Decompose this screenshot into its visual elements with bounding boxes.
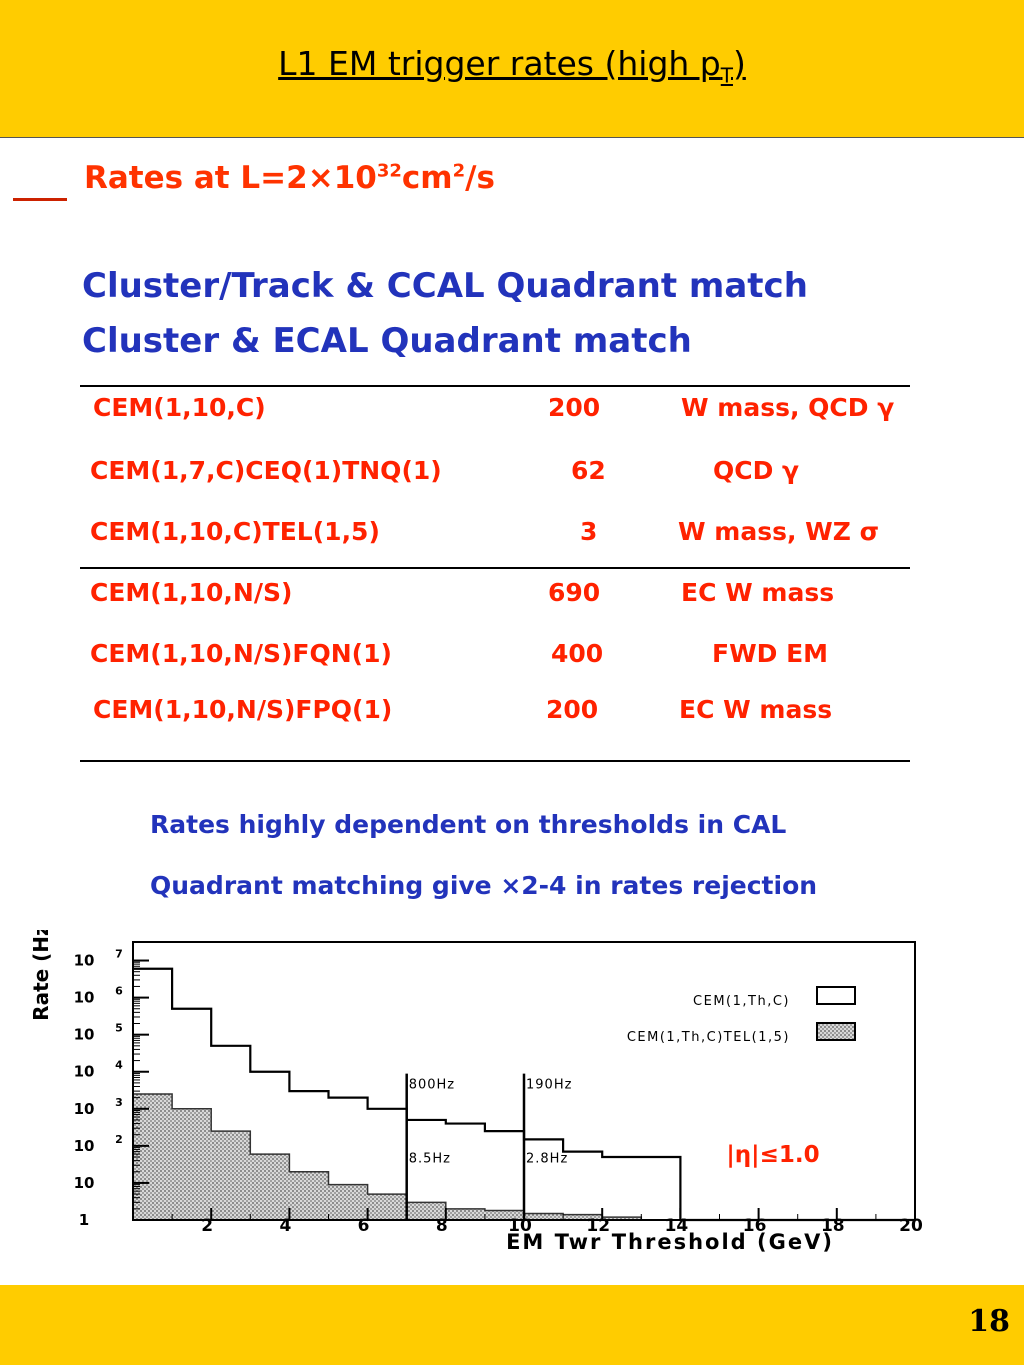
y-tick-exponent: 2 (115, 1133, 123, 1146)
table-mid-rule (80, 567, 910, 569)
y-tick-exponent: 3 (115, 1096, 123, 1109)
rate-vs-threshold-chart: 800Hz 8.5Hz 190Hz 2.8Hz 1 10 10 2 10 3 10 4 10 5 10 6 1… (29, 930, 923, 1254)
trigger-name: CEM(1,10,N/S)FPQ(1) (93, 695, 393, 724)
x-tick-label: 12 (586, 1216, 610, 1236)
y-tick-label: 10 (74, 989, 95, 1007)
rates-heading: Rates at L=2×1032cm2/s (84, 160, 495, 196)
trigger-rate: 200 (546, 695, 599, 724)
trigger-use: QCD γ (713, 456, 800, 485)
threshold-label-high: 190Hz (526, 1077, 572, 1092)
x-tick-label: 2 (201, 1216, 213, 1236)
legend-swatch-hatched (816, 1022, 856, 1041)
legend-label-hatched: CEM(1,Th,C)TEL(1,5) (627, 1030, 790, 1045)
y-tick-exponent: 7 (115, 948, 123, 961)
trigger-use: EC W mass (681, 578, 835, 607)
legend-swatch-open (816, 986, 856, 1005)
note-quadrant: Quadrant matching give ×2-4 in rates rej… (150, 871, 818, 900)
match-line-2: Cluster & ECAL Quadrant match (82, 321, 692, 361)
x-tick-label: 14 (665, 1216, 689, 1236)
y-tick-label: 10 (74, 1137, 95, 1155)
hatched-bar (328, 1184, 368, 1220)
x-tick-label: 18 (821, 1216, 845, 1236)
hatched-bar (211, 1131, 251, 1220)
page-title: L1 EM trigger rates (high pT) (278, 44, 746, 88)
trigger-name: CEM(1,10,N/S)FQN(1) (90, 639, 392, 668)
trigger-use: FWD EM (712, 639, 829, 668)
trigger-use: EC W mass (679, 695, 833, 724)
hatched-bar (406, 1202, 446, 1220)
legend-label-open: CEM(1,Th,C) (693, 994, 790, 1009)
threshold-label-low: 2.8Hz (526, 1152, 568, 1167)
trigger-name: CEM(1,7,C)CEQ(1)TNQ(1) (90, 456, 442, 485)
header-bar: L1 EM trigger rates (high pT) (0, 0, 1024, 138)
table-top-rule (80, 385, 910, 387)
y-tick-label: 10 (74, 1026, 95, 1044)
page-number: 18 (968, 1304, 1010, 1339)
hatched-bar (367, 1194, 407, 1220)
trigger-name: CEM(1,10,C) (93, 393, 266, 422)
x-axis-label: EM Twr Threshold (GeV) (506, 1230, 834, 1254)
eta-annotation: |η|≤1.0 (726, 1142, 819, 1168)
threshold-label-high: 800Hz (409, 1077, 455, 1092)
trigger-use: W mass, WZ σ (678, 517, 880, 546)
y-tick-exponent: 5 (115, 1022, 123, 1035)
x-tick-label: 6 (358, 1216, 370, 1236)
y-tick-label: 1 (79, 1211, 89, 1229)
hatched-bar (524, 1213, 564, 1220)
footer-bar (0, 1285, 1024, 1365)
table-bottom-rule (80, 760, 910, 762)
hatched-bar (484, 1210, 524, 1220)
bullet-dash (13, 198, 67, 201)
hatched-bar (250, 1154, 290, 1220)
hatched-bar (289, 1171, 329, 1220)
y-tick-label: 10 (74, 1174, 95, 1192)
match-line-1: Cluster/Track & CCAL Quadrant match (82, 266, 808, 306)
x-tick-label: 10 (508, 1216, 532, 1236)
trigger-rate: 200 (548, 393, 601, 422)
y-tick-label: 10 (74, 1063, 95, 1081)
trigger-use: W mass, QCD γ (681, 393, 895, 422)
x-tick-label: 20 (899, 1216, 923, 1236)
x-tick-label: 8 (436, 1216, 448, 1236)
y-tick-exponent: 6 (115, 985, 123, 998)
y-tick-label: 10 (74, 1100, 95, 1118)
trigger-rate: 62 (571, 456, 606, 485)
trigger-rate: 690 (548, 578, 601, 607)
hatched-bar (445, 1208, 485, 1220)
x-tick-label: 16 (743, 1216, 767, 1236)
trigger-name: CEM(1,10,C)TEL(1,5) (90, 517, 380, 546)
x-tick-label: 4 (279, 1216, 291, 1236)
trigger-rate: 3 (580, 517, 598, 546)
hatched-bar (602, 1217, 642, 1220)
hatched-bar (563, 1214, 603, 1220)
threshold-label-low: 8.5Hz (409, 1152, 451, 1167)
y-tick-exponent: 4 (115, 1059, 123, 1072)
trigger-name: CEM(1,10,N/S) (90, 578, 293, 607)
hatched-bar (172, 1108, 212, 1220)
trigger-rate: 400 (551, 639, 604, 668)
y-tick-label: 10 (74, 952, 95, 970)
note-thresholds: Rates highly dependent on thresholds in … (150, 810, 787, 839)
y-axis-label: Rate (Hz) (29, 930, 53, 1021)
